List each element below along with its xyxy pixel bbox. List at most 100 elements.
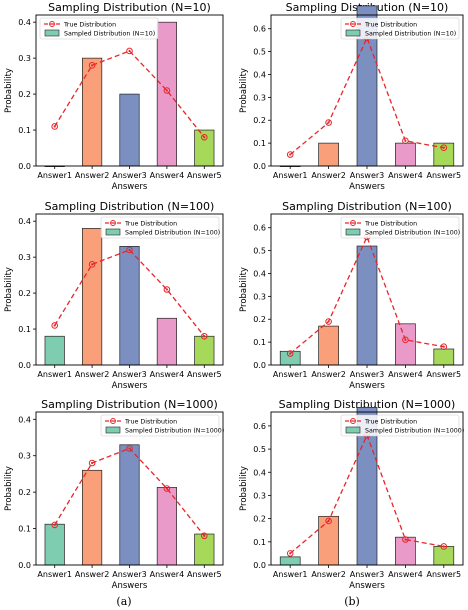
legend: True Distribution Sampled Distribution (N… [340,414,464,437]
y-tick-label: 0.5 [253,445,266,454]
y-tick-label: 0.4 [253,269,266,278]
true-point-2 [325,517,332,525]
true-point-4 [402,536,409,543]
chart-panel-6: Sampling Distribution (N=1000) 0.0 0.1 0.2 0… [239,398,464,591]
true-point-5 [201,332,208,340]
bar-answer4 [395,323,416,366]
legend-label-sampled: Sampled Distribution (N=1000) [365,428,464,435]
x-tick-label: Answer1 [273,171,308,180]
y-tick-label: 0.1 [253,338,266,347]
legend-box [340,216,460,239]
x-tick-label: Answer2 [75,171,110,180]
legend-bar-swatch [44,29,60,37]
x-tick-label: Answer3 [112,370,147,379]
true-point-1 [286,151,294,158]
y-tick-label: 0.2 [253,116,266,125]
bar-answer3 [356,245,378,366]
x-tick-label: Answer1 [273,370,308,379]
true-point-2 [88,62,96,69]
y-tick-label: 0.0 [253,361,266,370]
y-tick-label: 0.2 [253,315,266,324]
true-point-dot-2 [327,121,330,124]
bar-answer1 [44,335,65,366]
x-tick-label: Answer5 [427,570,462,579]
true-point-2 [88,261,96,268]
chart-panel-4: Sampling Distribution (N=100) 0.0 0.1 0.2 0.… [239,200,464,391]
bar-answer4 [156,317,177,366]
true-point-1 [286,350,294,357]
y-tick-label: 0.4 [253,70,266,79]
true-point-4 [163,485,171,492]
bar-answer4 [156,487,177,566]
y-tick-label: 0.3 [253,93,266,102]
true-point-dot-5 [203,534,206,537]
legend-label-true: True Distribution [364,220,417,227]
true-point-dot-2 [327,519,330,523]
y-tick-label: 0.2 [18,289,31,298]
bar-answer2 [82,228,103,366]
chart-title: Sampling Distribution (N=100) [45,200,215,213]
true-distribution-line [289,235,444,355]
bar-answer2 [82,469,103,566]
true-point-4 [163,286,171,293]
legend-bar-swatch [345,426,361,434]
true-point-dot-4 [404,338,407,341]
true-point-dot-4 [165,288,168,291]
legend-label-true: True Distribution [364,21,417,28]
x-tick-label: Answer1 [37,370,72,379]
legend: True Distribution Sampled Distribution (N… [340,17,460,40]
bar-answer4 [395,536,416,566]
y-tick-label: 0.0 [253,162,266,171]
true-point-dot-5 [203,335,206,338]
true-point-dot-4 [404,538,407,541]
legend-box [100,216,220,239]
x-tick-label: Answer2 [75,370,110,379]
legend-bar-swatch [105,426,121,434]
legend-box [340,414,460,437]
true-point-4 [163,87,171,94]
y-tick-label: 0.4 [18,18,31,27]
bar-answer3 [119,93,140,167]
legend-marker [350,220,356,226]
true-point-dot-1 [53,324,56,327]
legend-label-sampled: Sampled Distribution (N=100) [365,230,460,237]
x-axis-label: Answers [349,581,385,591]
y-tick-label: 0.0 [18,162,31,171]
legend-box [39,17,159,40]
y-tick-label: 0.4 [18,415,31,424]
y-tick-label: 0.0 [253,561,266,570]
x-axis-label: Answers [112,182,148,192]
x-tick-label: Answer2 [311,370,346,379]
true-distribution-line [54,50,205,138]
x-tick-label: Answer5 [187,370,222,379]
true-point-3 [126,47,133,55]
y-tick-label: 0.3 [253,491,266,500]
x-axis-label: Answers [349,182,385,192]
x-tick-label: Answer4 [388,570,423,579]
y-tick-label: 0.2 [18,90,31,99]
legend-bar-swatch [345,29,361,37]
y-tick-label: 0.4 [18,217,31,226]
true-point-5 [440,343,448,350]
bar-answer5 [194,129,215,167]
y-tick-label: 0.1 [18,126,31,135]
true-point-4 [402,336,409,344]
chart-panel-2: Sampling Distribution (N=10)0.00.10.20.3… [239,1,464,192]
true-point-dot-1 [289,352,292,355]
chart-title: Sampling Distribution (N=10) [48,1,211,14]
y-tick-label: 0.1 [253,139,266,148]
x-tick-label: Answer3 [350,370,385,379]
bar-answer2 [82,57,103,167]
x-tick-label: Answer3 [350,570,385,579]
y-axis-label: Probability [239,466,249,511]
bar-answer5 [194,335,215,366]
y-axis-label: Probability [239,68,249,113]
x-tick-label: Answer3 [112,171,147,180]
true-point-2 [325,119,332,126]
legend-box [100,414,220,437]
legend-label-true: True Distribution [124,220,177,227]
legend-marker [350,418,356,424]
y-axis-label: Probability [4,267,14,312]
x-tick-label: Answer1 [37,570,72,579]
true-point-4 [402,137,409,145]
